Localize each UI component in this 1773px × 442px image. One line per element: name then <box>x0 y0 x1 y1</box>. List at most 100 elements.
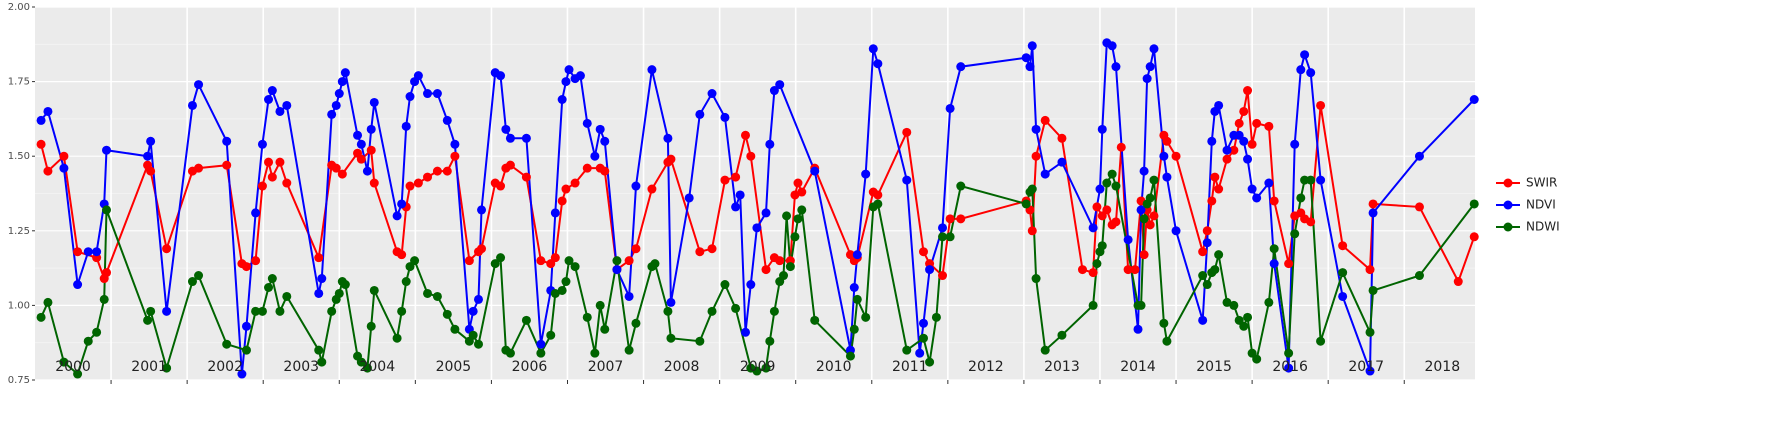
data-point <box>956 214 966 224</box>
data-point <box>1027 184 1037 194</box>
data-point <box>194 271 204 281</box>
x-tick-label: 2013 <box>1044 359 1080 375</box>
data-point <box>925 265 935 275</box>
data-point <box>797 205 807 215</box>
data-point <box>793 178 803 188</box>
data-point <box>369 285 379 295</box>
data-point <box>1264 297 1274 307</box>
data-point <box>501 124 511 134</box>
data-point <box>550 288 560 298</box>
data-point <box>505 133 515 143</box>
data-point <box>251 306 261 316</box>
data-point <box>73 369 83 379</box>
data-point <box>1338 291 1348 301</box>
data-point <box>1027 41 1037 51</box>
data-point <box>1202 280 1212 290</box>
data-point <box>1097 124 1107 134</box>
data-point <box>1040 115 1050 125</box>
data-point <box>945 103 955 113</box>
data-point <box>1162 136 1172 146</box>
data-point <box>612 265 622 275</box>
x-tick-label: 2017 <box>1348 359 1384 375</box>
data-point <box>405 181 415 191</box>
data-point <box>1414 202 1424 212</box>
y-tick-label: 1.50 <box>8 151 30 162</box>
data-point <box>397 199 407 209</box>
data-point <box>473 294 483 304</box>
data-point <box>1088 268 1098 278</box>
data-point <box>397 250 407 260</box>
data-point <box>1316 100 1326 110</box>
data-point <box>1092 202 1102 212</box>
data-point <box>413 71 423 81</box>
data-point <box>1296 193 1306 203</box>
data-point <box>401 277 411 287</box>
data-point <box>1243 86 1253 96</box>
data-point <box>731 202 741 212</box>
data-point <box>624 256 634 266</box>
data-point <box>102 145 112 155</box>
data-point <box>590 348 600 358</box>
data-point <box>956 181 966 191</box>
data-point <box>521 172 531 182</box>
data-point <box>1469 95 1479 105</box>
data-point <box>570 178 580 188</box>
data-point <box>317 357 327 367</box>
data-point <box>1306 217 1316 227</box>
x-tick-label: 2015 <box>1196 359 1232 375</box>
data-point <box>1202 226 1212 236</box>
data-point <box>1198 247 1208 257</box>
data-point <box>1031 274 1041 284</box>
data-point <box>557 196 567 206</box>
data-point <box>600 136 610 146</box>
data-point <box>59 163 69 173</box>
data-point <box>1142 74 1152 84</box>
data-point <box>931 312 941 322</box>
data-point <box>267 274 277 284</box>
data-point <box>1300 50 1310 60</box>
data-point <box>194 80 204 90</box>
data-point <box>945 232 955 242</box>
data-point <box>1116 142 1126 152</box>
data-point <box>852 294 862 304</box>
data-point <box>731 303 741 313</box>
data-point <box>765 336 775 346</box>
data-point <box>450 139 460 149</box>
data-point <box>1021 199 1031 209</box>
data-point <box>956 62 966 72</box>
data-point <box>1102 178 1112 188</box>
data-point <box>1247 184 1257 194</box>
data-point <box>1243 154 1253 164</box>
data-point <box>695 247 705 257</box>
data-point <box>1229 145 1239 155</box>
legend-label: SWIR <box>1526 176 1557 190</box>
data-point <box>275 106 285 116</box>
data-point <box>918 333 928 343</box>
data-point <box>600 166 610 176</box>
data-point <box>442 309 452 319</box>
data-point <box>264 95 274 105</box>
data-point <box>1107 41 1117 51</box>
data-point <box>362 363 372 373</box>
data-point <box>392 333 402 343</box>
data-point <box>873 59 883 69</box>
data-point <box>1162 336 1172 346</box>
data-point <box>143 151 153 161</box>
data-point <box>1149 44 1159 54</box>
data-point <box>561 77 571 87</box>
legend-label: NDVI <box>1526 198 1556 212</box>
data-point <box>561 184 571 194</box>
data-point <box>36 139 46 149</box>
data-point <box>1365 265 1375 275</box>
data-point <box>582 163 592 173</box>
data-point <box>570 262 580 272</box>
data-point <box>1102 205 1112 215</box>
data-point <box>1214 250 1224 260</box>
data-point <box>1247 139 1257 149</box>
x-tick-label: 2018 <box>1424 359 1460 375</box>
data-point <box>356 154 366 164</box>
data-point <box>362 166 372 176</box>
data-point <box>945 214 955 224</box>
data-point <box>237 369 247 379</box>
data-point <box>557 95 567 105</box>
